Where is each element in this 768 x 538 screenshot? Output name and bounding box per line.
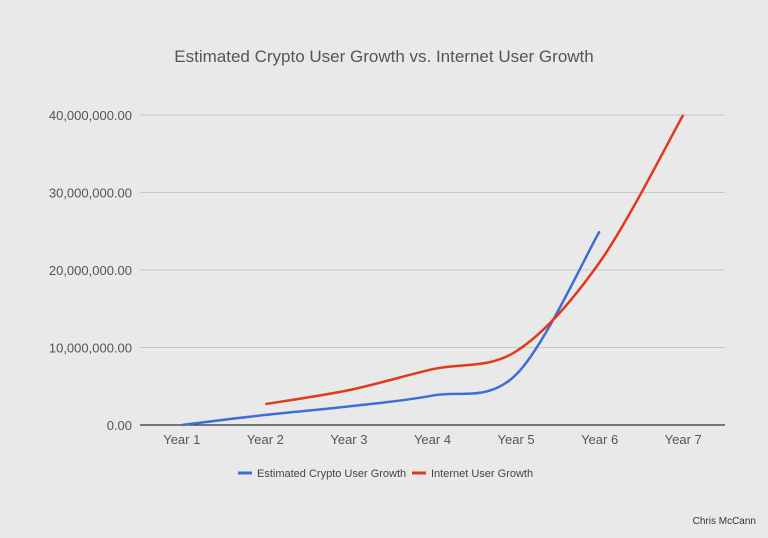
credit: Chris McCann (693, 516, 756, 527)
series-line-1 (265, 114, 685, 406)
y-tick-label: 40,000,000.00 (49, 108, 132, 123)
x-tick-label: Year 2 (247, 432, 284, 447)
y-tick-label: 10,000,000.00 (49, 341, 132, 356)
x-tick-label: Year 6 (581, 432, 618, 447)
y-tick-label: 30,000,000.00 (49, 186, 132, 201)
legend-label: Internet User Growth (431, 468, 533, 480)
x-tick-label: Year 3 (330, 432, 367, 447)
series-line-0 (181, 230, 601, 427)
x-tick-label: Year 4 (414, 432, 451, 447)
x-tick-label: Year 7 (665, 432, 702, 447)
y-tick-label: 20,000,000.00 (49, 263, 132, 278)
x-tick-label: Year 5 (498, 432, 535, 447)
y-tick-label: 0.00 (107, 418, 132, 433)
chart-title: Estimated Crypto User Growth vs. Interne… (174, 47, 593, 66)
x-tick-label: Year 1 (163, 432, 200, 447)
legend-label: Estimated Crypto User Growth (257, 468, 406, 480)
